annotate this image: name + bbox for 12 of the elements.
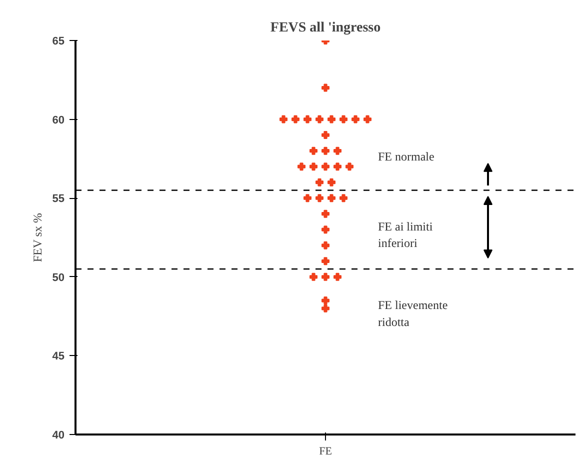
annotation: FE lievemente ridotta <box>378 298 448 329</box>
x-tick-label: FE <box>319 446 332 458</box>
y-tick-label: 65 <box>52 36 65 48</box>
y-tick-label: 55 <box>52 193 65 206</box>
chart-title: FEVS all 'ingresso <box>270 20 381 36</box>
y-tick-label: 50 <box>52 272 65 284</box>
y-tick-label: 60 <box>52 114 65 126</box>
annotation: FE normale <box>378 149 434 164</box>
annotation: FE ai limiti inferiori <box>378 219 434 250</box>
y-tick-label: 40 <box>52 430 65 442</box>
y-axis-title: FEV sx % <box>30 213 44 262</box>
y-tick-label: 45 <box>52 350 65 363</box>
